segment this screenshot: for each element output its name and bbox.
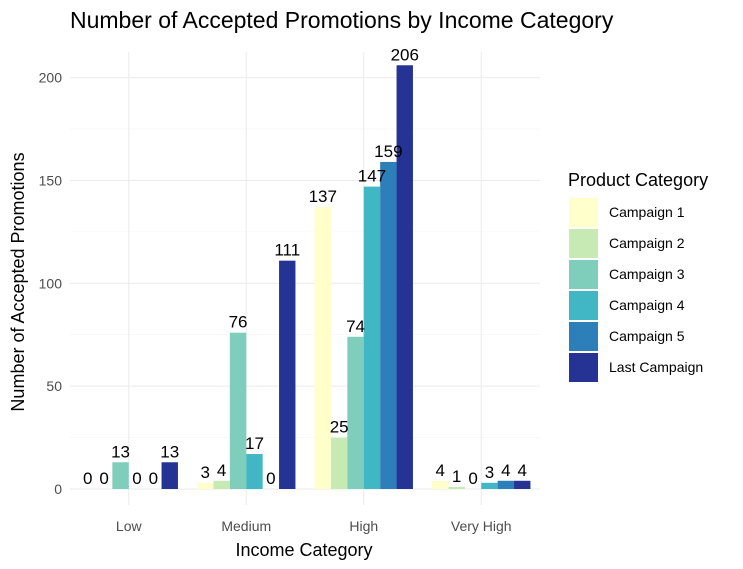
legend-key [569,291,598,320]
legend-label: Campaign 1 [609,204,685,220]
data-label: 3 [201,463,210,482]
data-label: 147 [358,167,386,186]
bar [514,480,531,489]
chart-title: Number of Accepted Promotions by Income … [70,7,614,33]
bar [213,480,230,489]
legend-label: Campaign 2 [609,235,685,251]
data-label: 159 [374,142,402,161]
data-label: 3 [485,463,494,482]
data-label: 0 [468,469,477,488]
legend-label: Campaign 4 [609,297,685,313]
data-label: 0 [83,469,92,488]
bar [396,65,413,490]
bar [229,332,247,489]
legend-key [569,260,598,289]
bar [314,207,331,490]
data-label: 4 [217,461,226,480]
data-label: 25 [330,418,349,437]
x-axis-ticks: Low Medium High Very High [116,518,512,534]
legend: Product Category Campaign 1 Campaign 2 Cam… [568,170,708,382]
bar [347,336,364,489]
y-tick-label: 100 [39,275,63,291]
y-axis-title: Number of Accepted Promotions [8,152,28,411]
legend-label: Campaign 3 [609,266,685,282]
bar [279,260,296,489]
x-tick-label: Medium [221,518,271,534]
data-label: 4 [436,461,445,480]
data-label: 13 [160,442,179,461]
data-label: 0 [149,469,158,488]
data-label: 137 [309,187,337,206]
legend-key [569,353,598,382]
y-tick-label: 0 [54,481,62,497]
bar [246,454,263,489]
y-axis-ticks: 0 50 100 150 200 [39,70,63,497]
bar [330,437,348,489]
legend-key [569,198,598,227]
data-label: 0 [266,469,275,488]
x-tick-label: Low [116,518,143,534]
x-axis-title: Income Category [235,540,372,560]
y-tick-label: 150 [39,172,63,188]
bar [481,482,498,489]
bar [448,486,465,489]
data-label: 4 [518,461,527,480]
bar [497,480,515,489]
data-label: 17 [245,434,264,453]
y-tick-label: 200 [39,70,63,86]
data-label: 1 [452,467,461,486]
legend-title: Product Category [568,170,708,190]
data-label: 4 [501,461,510,480]
data-label: 76 [229,313,248,332]
data-label: 0 [99,469,108,488]
gridlines [70,52,540,505]
legend-label: Last Campaign [609,359,703,375]
bar [161,462,178,489]
legend-key [569,229,598,258]
data-label: 206 [391,45,419,64]
x-tick-label: High [349,518,378,534]
data-label: 74 [346,317,365,336]
x-tick-label: Very High [451,518,512,534]
legend-label: Campaign 5 [609,328,685,344]
bar [432,480,449,489]
bar [197,482,214,489]
data-label: 13 [111,442,130,461]
legend-key [569,322,598,351]
y-tick-label: 50 [46,378,62,394]
bar [380,161,397,489]
bar [363,186,381,489]
bars [112,65,531,490]
bar [112,462,129,489]
data-label: 0 [132,469,141,488]
data-label: 111 [274,241,300,260]
